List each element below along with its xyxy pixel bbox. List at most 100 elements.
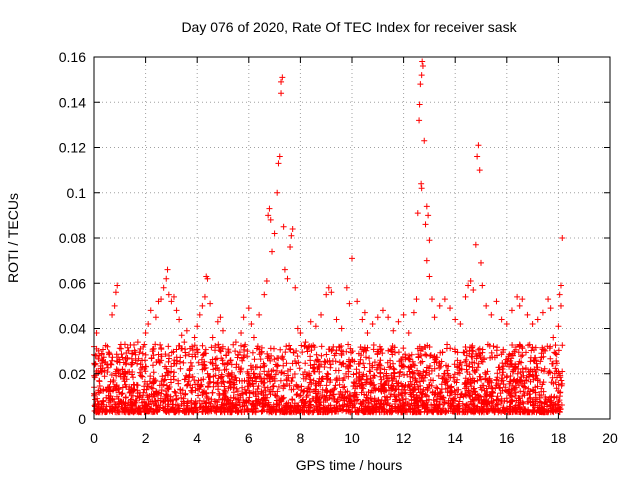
x-tick-label: 0 (90, 430, 98, 446)
roti-point (395, 318, 402, 325)
roti-point (410, 309, 417, 316)
roti-point (338, 325, 345, 332)
roti-point (462, 293, 469, 300)
grid-lines (94, 57, 610, 419)
roti-point (343, 284, 350, 291)
roti-point (280, 223, 287, 230)
roti-point (261, 291, 268, 298)
roti-point (556, 291, 563, 298)
roti-point (457, 320, 464, 327)
roti-point (250, 334, 257, 341)
roti-point (428, 296, 435, 303)
roti-point (423, 257, 430, 264)
roti-point (292, 284, 299, 291)
roti-point (328, 289, 335, 296)
roti-point (426, 273, 433, 280)
roti-point (307, 318, 314, 325)
roti-point (158, 296, 165, 303)
roti-point (124, 354, 131, 361)
roti-point (289, 225, 296, 232)
roti-point (417, 81, 424, 88)
y-tick-label: 0.08 (59, 230, 86, 246)
x-tick-label: 12 (396, 430, 412, 446)
roti-point (225, 348, 232, 355)
y-tick-label: 0.04 (59, 321, 86, 337)
roti-point (557, 282, 564, 289)
roti-point (359, 316, 366, 323)
roti-point (267, 216, 274, 223)
roti-point (142, 330, 149, 337)
roti-point (503, 320, 510, 327)
roti-point (545, 296, 552, 303)
roti-point (416, 101, 423, 108)
roti-point (539, 309, 546, 316)
roti-point (441, 296, 448, 303)
roti-point (514, 293, 521, 300)
roti-point (191, 334, 198, 341)
roti-point (423, 203, 430, 210)
roti-point (476, 167, 483, 174)
roti-point (413, 296, 420, 303)
roti-point (379, 307, 386, 314)
roti-point (232, 339, 239, 346)
roti-point (275, 160, 282, 167)
roti-point (524, 311, 531, 318)
roti-point (274, 189, 281, 196)
roti-point (207, 300, 214, 307)
roti-point (493, 298, 500, 305)
roti-point (354, 298, 361, 305)
roti-point (196, 311, 203, 318)
roti-point (325, 284, 332, 291)
roti-point (374, 314, 381, 321)
x-tick-label: 18 (551, 430, 567, 446)
roti-point (419, 63, 426, 70)
roti-point (534, 316, 541, 323)
roti-point (238, 330, 245, 337)
x-tick-label: 8 (297, 430, 305, 446)
roti-point (431, 314, 438, 321)
roti-point (467, 277, 474, 284)
roti-point (555, 323, 562, 330)
roti-point (137, 345, 144, 352)
y-tick-label: 0.02 (59, 366, 86, 382)
y-tick-label: 0.14 (59, 94, 86, 110)
x-axis-title: GPS time / hours (296, 457, 403, 473)
roti-point (288, 232, 295, 239)
roti-point (114, 282, 121, 289)
roti-point (421, 137, 428, 144)
roti-point (498, 316, 505, 323)
y-tick-label: 0.06 (59, 275, 86, 291)
roti-point (361, 309, 368, 316)
roti-point (478, 259, 484, 266)
roti-point (279, 74, 286, 81)
roti-point (447, 305, 454, 312)
roti-point (297, 330, 304, 337)
x-tick-label: 16 (499, 430, 515, 446)
roti-point (284, 275, 291, 282)
axis-ticks: 0 2 4 6 8 10 12 14 16 18 20 0 0.02 0.04 0.06 0.08 0.1 0.1… (59, 49, 618, 446)
roti-point (287, 244, 294, 251)
y-tick-label: 0.16 (59, 49, 86, 65)
x-tick-label: 14 (447, 430, 463, 446)
roti-point (422, 221, 429, 228)
roti-point (204, 275, 211, 282)
roti-point (145, 320, 152, 327)
roti-point (278, 90, 285, 97)
roti-point (176, 316, 183, 323)
roti-point (364, 330, 371, 337)
x-tick-label: 4 (193, 430, 201, 446)
roti-point (189, 343, 196, 350)
roti-point (465, 282, 472, 289)
roti-point (129, 359, 136, 366)
roti-point (278, 78, 285, 85)
roti-point (256, 311, 263, 318)
roti-point (416, 117, 423, 124)
roti-point (516, 302, 523, 309)
roti-point (248, 320, 255, 327)
roti-point (271, 230, 278, 237)
roti-point (121, 341, 128, 348)
roti-point (160, 284, 167, 291)
roti-point (519, 296, 526, 303)
roti-point (214, 318, 221, 325)
roti-point (103, 361, 110, 368)
